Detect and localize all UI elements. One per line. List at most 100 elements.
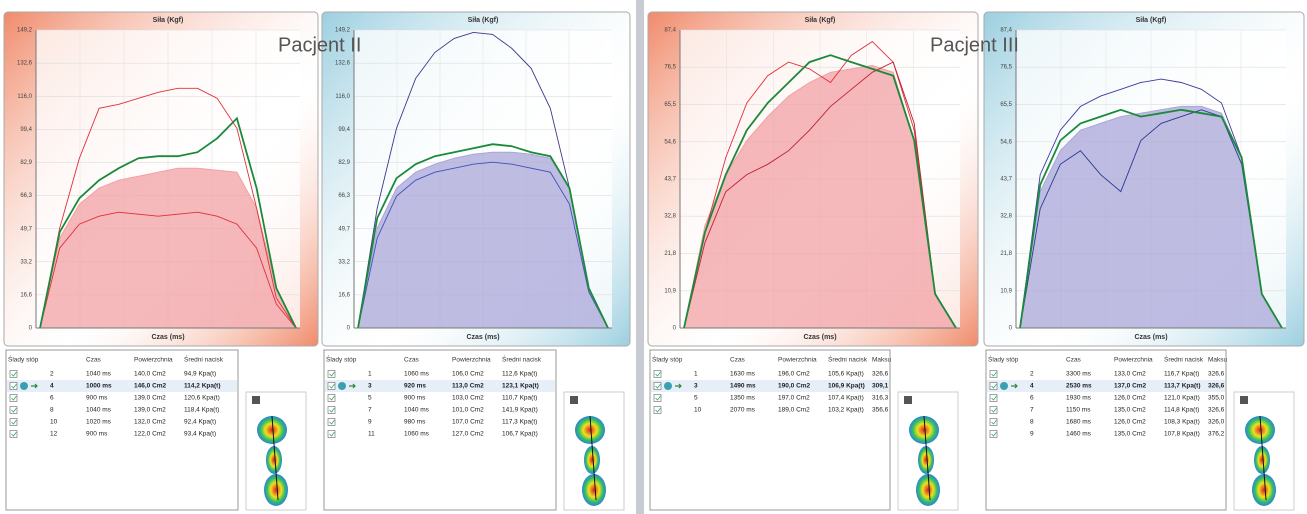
table-cell: 105,6 Kpa(t)	[828, 371, 864, 378]
table-cell: 94,9 Kpa(t)	[184, 371, 216, 378]
patient-label: Pacjent III	[930, 34, 1019, 56]
table-cell: 1	[694, 371, 698, 378]
table-cell: 121,0 Kpa(t)	[1164, 395, 1200, 402]
chart-title: Siła (Kgf)	[468, 17, 499, 24]
y-tick-label: 76,5	[1000, 65, 1012, 71]
table-cell: 376,2	[1208, 431, 1225, 438]
table-cell: 920 ms	[404, 383, 426, 390]
table-cell: 101,0 Cm2	[452, 407, 484, 414]
table-header: Powierzchnia	[452, 357, 491, 364]
table-cell: 6	[1030, 395, 1034, 402]
foot-icon	[252, 396, 260, 404]
table-cell: 135,0 Cm2	[1114, 431, 1146, 438]
table-cell: 107,4 Kpa(t)	[828, 395, 864, 402]
table-cell: 92,4 Kpa(t)	[184, 419, 216, 426]
table-cell: 137,0 Cm2	[1114, 383, 1147, 390]
table-cell: 4	[50, 383, 54, 390]
y-tick-label: 76,5	[664, 65, 676, 71]
table-header: Czas	[730, 357, 746, 364]
table-cell: 114,2 Kpa(t)	[184, 383, 221, 390]
table-header: Powierzchnia	[778, 357, 817, 364]
table-cell: 190,0 Cm2	[778, 383, 811, 390]
row-icon	[664, 382, 672, 390]
y-tick-label: 99,4	[338, 127, 350, 133]
y-tick-label: 32,8	[664, 214, 676, 220]
table-cell: 122,0 Cm2	[134, 431, 166, 438]
table-cell: 1020 ms	[86, 419, 112, 426]
foot-icon	[570, 396, 578, 404]
table-cell: 132,0 Cm2	[134, 419, 166, 426]
table-header: Ślady stóp	[8, 355, 39, 364]
table-cell: 1040 ms	[86, 407, 112, 414]
table-cell: 1040 ms	[86, 371, 112, 378]
y-tick-label: 82,9	[338, 160, 350, 166]
y-tick-label: 33,2	[20, 259, 32, 265]
table-cell: 2	[50, 371, 54, 378]
table-cell: 189,0 Cm2	[778, 407, 810, 414]
y-tick-label: 66,3	[338, 193, 350, 199]
table-cell: 5	[694, 395, 698, 402]
table-cell: 3	[694, 383, 698, 390]
table-header: Ślady stóp	[988, 355, 1019, 364]
table-cell: 316,3	[872, 395, 889, 402]
table-cell: 117,3 Kpa(t)	[502, 419, 537, 426]
table-cell: 107,0 Cm2	[452, 419, 484, 426]
y-tick-label: 149,2	[335, 28, 351, 34]
table-cell: 10	[50, 419, 58, 426]
table-cell: 146,0 Cm2	[134, 383, 167, 390]
patient-label: Pacjent II	[278, 34, 361, 56]
table-cell: 10	[694, 407, 702, 414]
y-tick-label: 65,5	[1000, 102, 1012, 108]
x-axis-label: Czas (ms)	[466, 334, 499, 341]
y-tick-label: 49,7	[20, 226, 32, 232]
table-header: Średni nacisk	[1164, 355, 1204, 364]
table-cell: 103,0 Cm2	[452, 395, 484, 402]
screenshot: Siła (Kgf)Czas (ms)016,633,249,766,382,9…	[0, 0, 1307, 514]
table-cell: 112,6 Kpa(t)	[502, 371, 537, 378]
table-cell: 127,0 Cm2	[452, 431, 484, 438]
table-header: Maksu	[1208, 357, 1228, 364]
table-cell: 139,0 Cm2	[134, 407, 166, 414]
y-tick-label: 21,8	[664, 251, 676, 257]
table-header: Średni nacisk	[502, 355, 542, 364]
table-cell: 1	[368, 371, 372, 378]
table-header: Średni nacisk	[828, 355, 868, 364]
y-tick-label: 149,2	[17, 28, 33, 34]
table-cell: 12	[50, 431, 58, 438]
table-cell: 900 ms	[86, 395, 108, 402]
table-cell: 7	[1030, 407, 1034, 414]
table-cell: 120,6 Kpa(t)	[184, 395, 220, 402]
table-cell: 141,9 Kpa(t)	[502, 407, 538, 414]
y-tick-label: 87,4	[664, 28, 676, 34]
table-cell: 113,0 Cm2	[452, 383, 484, 390]
table-cell: 309,1	[872, 383, 889, 390]
y-tick-label: 66,3	[20, 193, 32, 199]
y-tick-label: 10,9	[1000, 288, 1012, 294]
table-cell: 900 ms	[86, 431, 108, 438]
table-cell: 326,6	[1208, 371, 1225, 378]
table-cell: 9	[368, 419, 372, 426]
table-cell: 326,6	[872, 371, 889, 378]
table-cell: 126,0 Cm2	[1114, 419, 1146, 426]
y-tick-label: 16,6	[338, 292, 350, 298]
y-tick-label: 54,6	[1000, 139, 1012, 145]
table-cell: 9	[1030, 431, 1034, 438]
table-cell: 106,0 Cm2	[452, 371, 484, 378]
table-cell: 5	[368, 395, 372, 402]
table-cell: 114,8 Kpa(t)	[1164, 407, 1199, 414]
table-cell: 2	[1030, 371, 1034, 378]
table-cell: 107,8 Kpa(t)	[1164, 431, 1200, 438]
y-tick-label: 16,6	[20, 292, 32, 298]
table-cell: 3	[368, 383, 372, 390]
table-header: Ślady stóp	[652, 355, 683, 364]
row-icon	[1000, 382, 1008, 390]
table-cell: 900 ms	[404, 395, 426, 402]
table-cell: 6	[50, 395, 54, 402]
table-cell: 11	[368, 431, 375, 438]
table-cell: 1060 ms	[404, 431, 430, 438]
y-tick-label: 99,4	[20, 127, 32, 133]
table-cell: 113,7 Kpa(t)	[1164, 383, 1201, 390]
y-tick-label: 132,6	[17, 61, 33, 67]
table-cell: 356,6	[872, 407, 889, 414]
foot-icon	[904, 396, 912, 404]
